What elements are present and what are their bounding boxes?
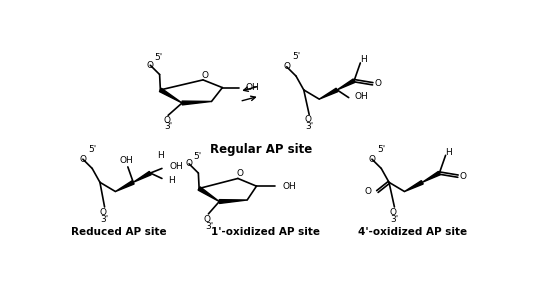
Text: Reduced AP site: Reduced AP site <box>71 227 167 237</box>
Polygon shape <box>404 181 423 191</box>
Text: H: H <box>157 151 164 160</box>
Text: O: O <box>389 208 396 217</box>
Text: 5': 5' <box>194 152 202 160</box>
Text: OH: OH <box>355 92 369 100</box>
Text: 3': 3' <box>305 122 313 131</box>
Text: O: O <box>202 71 209 80</box>
Text: O: O <box>304 116 311 124</box>
Text: O: O <box>185 159 192 168</box>
Text: 3': 3' <box>100 215 109 224</box>
Text: O: O <box>365 187 372 196</box>
Polygon shape <box>115 181 134 191</box>
Text: H: H <box>168 176 175 185</box>
Text: O: O <box>283 62 290 71</box>
Text: O: O <box>203 215 210 224</box>
Text: O: O <box>147 61 154 70</box>
Text: O: O <box>100 208 107 217</box>
Text: Regular AP site: Regular AP site <box>210 143 312 157</box>
Text: 5': 5' <box>292 52 300 61</box>
Text: O: O <box>237 169 244 178</box>
Text: O: O <box>163 116 170 125</box>
Polygon shape <box>198 187 219 202</box>
Text: 3': 3' <box>390 215 398 224</box>
Text: O: O <box>375 79 382 88</box>
Text: 3': 3' <box>205 222 213 231</box>
Text: O: O <box>460 172 467 181</box>
Text: 1'-oxidized AP site: 1'-oxidized AP site <box>211 227 320 237</box>
Text: H: H <box>445 148 452 157</box>
Polygon shape <box>133 171 151 182</box>
Polygon shape <box>319 88 338 99</box>
Text: O: O <box>369 155 376 164</box>
Text: OH: OH <box>282 182 296 191</box>
Text: OH: OH <box>246 83 259 92</box>
Polygon shape <box>219 200 247 203</box>
Polygon shape <box>160 88 182 103</box>
Text: 4'-oxidized AP site: 4'-oxidized AP site <box>358 227 467 237</box>
Text: 3': 3' <box>164 122 172 131</box>
Text: 5': 5' <box>155 53 163 62</box>
Text: 5': 5' <box>88 146 96 154</box>
Text: OH: OH <box>170 162 183 171</box>
Text: H: H <box>360 56 367 64</box>
Polygon shape <box>423 171 440 182</box>
Text: 5': 5' <box>377 146 385 154</box>
Polygon shape <box>182 101 211 105</box>
Polygon shape <box>337 79 355 90</box>
Text: OH: OH <box>120 156 133 165</box>
Text: O: O <box>79 155 86 164</box>
